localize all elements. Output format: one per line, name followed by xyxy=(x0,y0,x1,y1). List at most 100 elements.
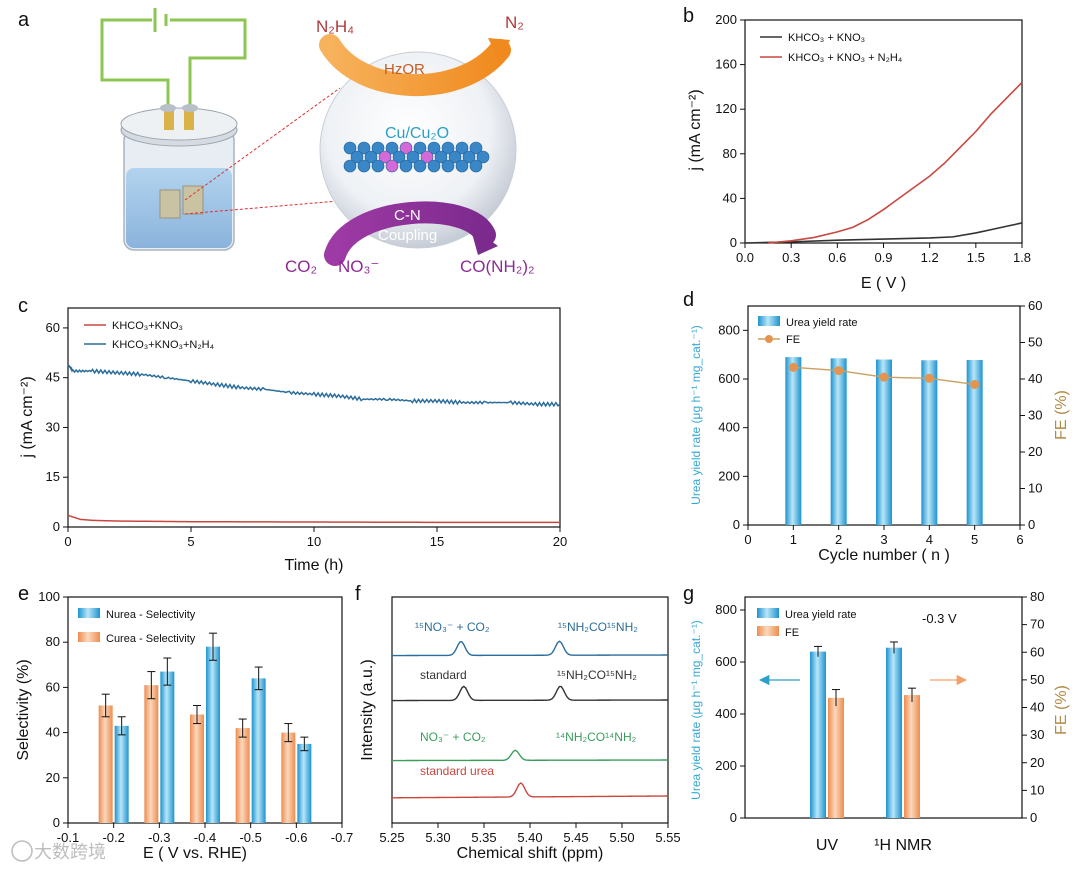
panel-b: b 0.0 0.3 0.6 0.9 1.2 1.5 1.8 0 40 80 120 160 200 E (… xyxy=(683,5,1031,292)
bar-e-c-2 xyxy=(190,714,204,823)
y-tick-label-c: 30 xyxy=(46,419,60,434)
y2-tick-label-d: 20 xyxy=(1028,444,1042,459)
y-tick-label-g: 200 xyxy=(715,758,737,773)
lattice-atom-5 xyxy=(413,141,427,155)
legend-entry-d-0: Urea yield rate xyxy=(786,317,858,329)
x-tick-label-f: 5.40 xyxy=(517,830,542,845)
bar-e-n-1 xyxy=(160,671,175,823)
y-tick-label-d: 600 xyxy=(718,371,740,386)
fe-point-d-3 xyxy=(924,373,934,383)
y-tick-label-g: 0 xyxy=(730,810,737,825)
x-tick-label-f: 5.55 xyxy=(655,830,680,845)
panel-label-c: c xyxy=(18,295,28,317)
y-axis-label-f: Intensity (a.u.) xyxy=(359,659,376,760)
x-tick-label-d: 4 xyxy=(926,532,933,547)
y-tick-label-d: 800 xyxy=(718,322,740,337)
panel-f: f 5.25 5.30 5.35 5.40 5.45 5.50 5.55 Chemical s… xyxy=(355,583,681,862)
x-tick-label-c: 5 xyxy=(187,534,194,549)
y-tick-label-c: 60 xyxy=(46,320,60,335)
bar-g-yield-0 xyxy=(810,651,826,818)
bar-e-c-1 xyxy=(144,685,159,823)
reactant-co2: CO₂ xyxy=(285,257,317,276)
reactant-no3: NO₃⁻ xyxy=(338,257,379,276)
x-category-label-g-1: ¹H NMR xyxy=(874,837,932,854)
bar-e-c-3 xyxy=(235,728,250,823)
circuit-wire-left xyxy=(100,18,170,110)
y2-tick-label-g: 0 xyxy=(1030,810,1037,825)
x-tick-label-f: 5.25 xyxy=(379,830,404,845)
legend-entry-d-1: FE xyxy=(786,334,800,346)
y-axis-label-g: Urea yield rate (μg h⁻¹ mg_cat.⁻¹) xyxy=(689,620,703,800)
legend-swatch-d-1 xyxy=(765,335,773,343)
lattice-atom-16 xyxy=(434,150,448,164)
y2-axis-label-d: FE (%) xyxy=(1053,390,1070,440)
y-tick-label-g: 400 xyxy=(715,706,737,721)
y-tick-label-c: 15 xyxy=(46,469,60,484)
product-urea: CO(NH₂)₂ xyxy=(460,257,535,276)
legend-entry-c-1: KHCO₃+KNO₃+N₂H₄ xyxy=(112,339,215,351)
y2-tick-label-g: 70 xyxy=(1030,617,1044,632)
x-axis-label-d: Cycle number ( n ) xyxy=(818,547,950,564)
series-line-c-1 xyxy=(67,363,561,408)
lattice-atom-10 xyxy=(350,150,364,164)
legend-swatch-g-1 xyxy=(757,626,779,636)
series-line-c-0 xyxy=(67,514,560,524)
lattice-atom-18 xyxy=(462,150,476,164)
x-axis-label-e: E ( V vs. RHE) xyxy=(143,845,247,862)
spectrum-label-f-1: ¹⁵NH₂CO¹⁵NH₂ xyxy=(558,620,638,634)
y2-tick-label-d: 0 xyxy=(1028,517,1035,532)
spectrum-label-f-4: NO₃⁻ + CO₂ xyxy=(420,730,486,744)
bar-g-fe-0 xyxy=(828,697,844,818)
legend-swatch-g-0 xyxy=(757,608,779,618)
legend-entry-c-0: KHCO₃+KNO₃ xyxy=(112,320,183,332)
lattice-atom-28 xyxy=(455,159,469,173)
x-axis-label-c: Time (h) xyxy=(285,557,344,574)
reactant-n2h4: N₂H₄ xyxy=(316,17,354,36)
electrolytic-cell-icon xyxy=(120,104,238,251)
legend-entry-g-0: Urea yield rate xyxy=(785,609,857,621)
lattice-atom-19 xyxy=(476,150,490,164)
hzor-label: HzOR xyxy=(384,61,425,78)
y2-tick-label-d: 50 xyxy=(1028,335,1042,350)
lattice-atom-25 xyxy=(413,159,427,173)
panel-label-f: f xyxy=(355,583,361,605)
chart-b: 0.0 0.3 0.6 0.9 1.2 1.5 1.8 0 40 80 120 160 200 E ( V… xyxy=(687,12,1031,292)
lattice-atom-8 xyxy=(455,141,469,155)
catalyst-label: Cu/Cu₂O xyxy=(385,125,449,142)
panel-label-b: b xyxy=(683,5,694,27)
lattice-atom-13 xyxy=(392,150,406,164)
lattice-atom-21 xyxy=(357,159,371,173)
lattice-atom-23 xyxy=(385,159,399,173)
y-tick-label-e: 100 xyxy=(38,589,60,604)
panel-e: e -0.1 -0.2 -0.3 -0.4 -0.5 -0.6 -0.7 0 20 40 60 80 1… xyxy=(15,583,353,862)
y-tick-label-b: 160 xyxy=(715,57,737,72)
y-tick-label-g: 600 xyxy=(715,654,737,669)
lattice-atom-29 xyxy=(469,159,483,173)
x-category-label-g-0: UV xyxy=(816,837,839,854)
y2-axis-label-g: FE (%) xyxy=(1053,685,1070,735)
y-tick-label-b: 200 xyxy=(715,12,737,27)
lattice-atom-15 xyxy=(420,150,434,164)
potential-annotation-g: -0.3 V xyxy=(922,611,957,626)
y-tick-label-d: 400 xyxy=(718,420,740,435)
legend-swatch-e-0 xyxy=(78,608,100,618)
cn-coupling-arrow xyxy=(324,201,496,266)
y-tick-label-c: 0 xyxy=(53,519,60,534)
legend-entry-b-0: KHCO₃ + KNO₃ xyxy=(788,32,865,44)
lattice-atom-11 xyxy=(364,150,378,164)
x-tick-label-c: 15 xyxy=(430,534,444,549)
bar-d-0 xyxy=(785,357,802,525)
y2-tick-label-g: 40 xyxy=(1030,700,1044,715)
x-tick-label-e: -0.2 xyxy=(102,830,124,845)
spectrum-label-f-5: ¹⁴NH₂CO¹⁴NH₂ xyxy=(556,730,637,744)
series-line-b-0 xyxy=(744,222,1023,244)
bar-e-c-4 xyxy=(281,732,296,823)
y2-tick-label-g: 10 xyxy=(1030,782,1044,797)
panel-label-e: e xyxy=(18,583,29,605)
legend-entry-e-0: Nurea - Selectivity xyxy=(106,609,196,621)
hzor-arrow xyxy=(319,34,511,97)
lattice-atom-3 xyxy=(385,141,399,155)
bar-e-c-0 xyxy=(98,705,113,823)
bar-e-n-0 xyxy=(114,725,129,823)
